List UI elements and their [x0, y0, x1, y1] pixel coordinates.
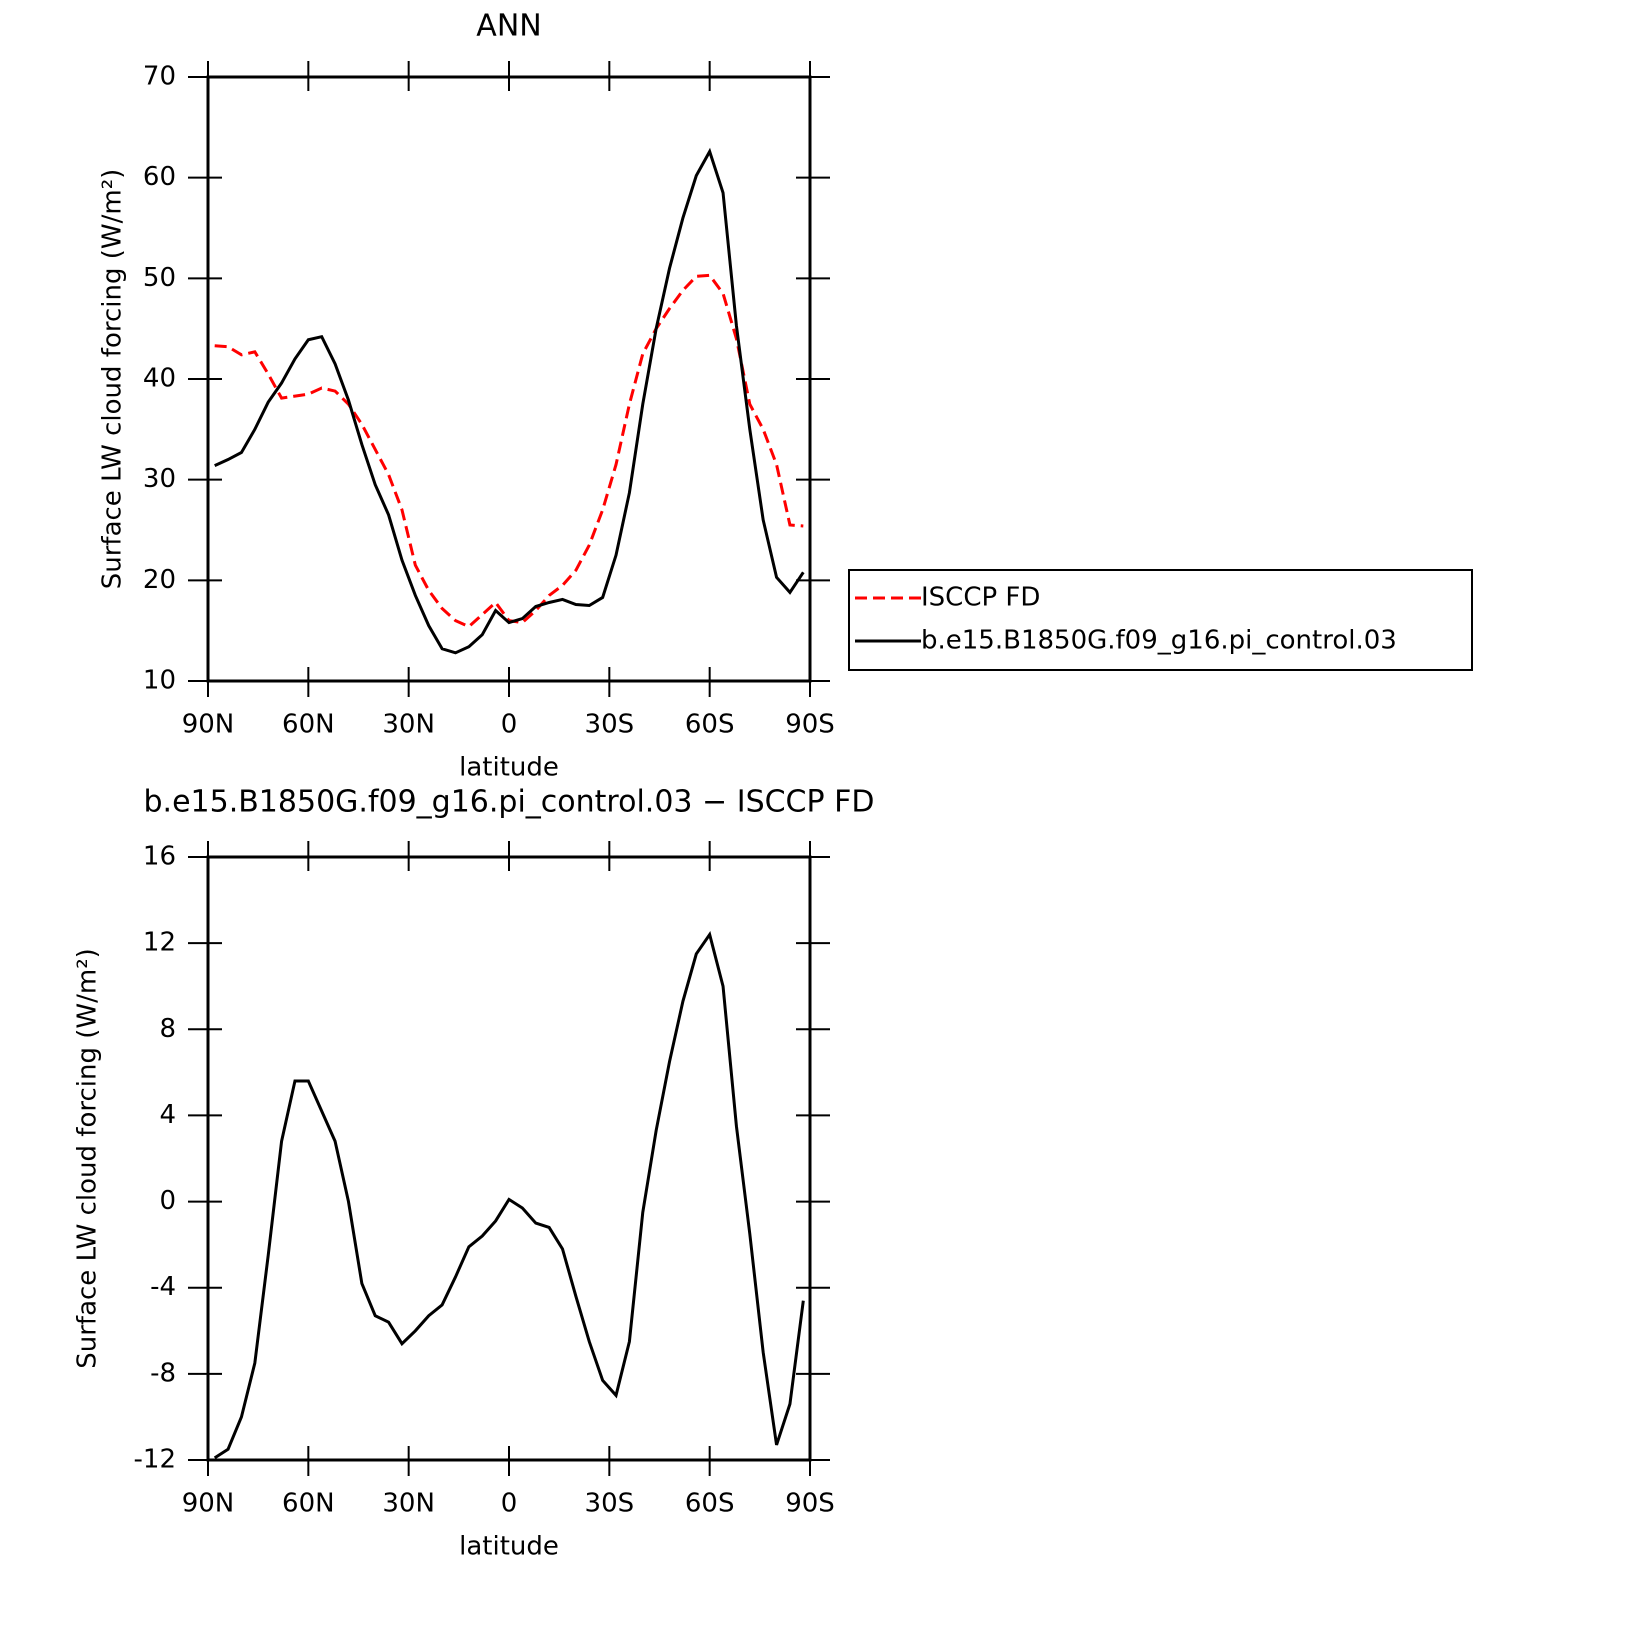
x-tick-label: 30S — [585, 1489, 635, 1519]
legend-label: b.e15.B1850G.f09_g16.pi_control.03 — [921, 626, 1397, 656]
y-tick-label: 12 — [143, 928, 176, 958]
legend-box — [848, 569, 1473, 671]
x-tick-label: 60S — [685, 1489, 735, 1519]
x-tick-label: 0 — [501, 1489, 518, 1519]
x-tick-label: 30N — [382, 710, 435, 740]
y-tick-label: 40 — [143, 364, 176, 394]
y-tick-label: 10 — [143, 666, 176, 696]
y-axis-label: Surface LW cloud forcing (W/m²) — [98, 169, 128, 590]
y-tick-label: 60 — [143, 162, 176, 192]
y-tick-label: 8 — [159, 1014, 176, 1044]
chart-title: ANN — [476, 9, 541, 44]
chart-title: b.e15.B1850G.f09_g16.pi_control.03 − ISC… — [143, 785, 874, 820]
y-tick-label: 30 — [143, 464, 176, 494]
x-tick-label: 90N — [182, 710, 235, 740]
y-axis-label: Surface LW cloud forcing (W/m²) — [73, 948, 103, 1369]
x-tick-label: 60N — [282, 710, 335, 740]
y-tick-label: 20 — [143, 565, 176, 595]
x-axis-label: latitude — [459, 753, 559, 783]
y-tick-label: -4 — [150, 1272, 176, 1302]
x-tick-label: 30N — [382, 1489, 435, 1519]
legend-label: ISCCP FD — [921, 583, 1040, 613]
series-line — [213, 930, 805, 1460]
y-tick-label: 16 — [143, 842, 176, 872]
x-tick-label: 30S — [585, 710, 635, 740]
x-tick-label: 90N — [182, 1489, 235, 1519]
y-tick-label: 50 — [143, 263, 176, 293]
x-tick-label: 90S — [785, 1489, 835, 1519]
x-tick-label: 60S — [685, 710, 735, 740]
x-axis-label: latitude — [459, 1532, 559, 1562]
x-tick-label: 60N — [282, 1489, 335, 1519]
series-line — [214, 273, 804, 629]
y-tick-label: 70 — [143, 62, 176, 92]
x-tick-label: 90S — [785, 710, 835, 740]
y-tick-label: -12 — [134, 1445, 176, 1475]
y-tick-label: 0 — [159, 1186, 176, 1216]
y-tick-label: -8 — [150, 1358, 176, 1388]
x-tick-label: 0 — [501, 710, 518, 740]
y-tick-label: 4 — [159, 1100, 176, 1130]
plot-frame — [206, 855, 812, 1462]
series-line — [214, 147, 805, 655]
plot-frame — [206, 75, 812, 683]
